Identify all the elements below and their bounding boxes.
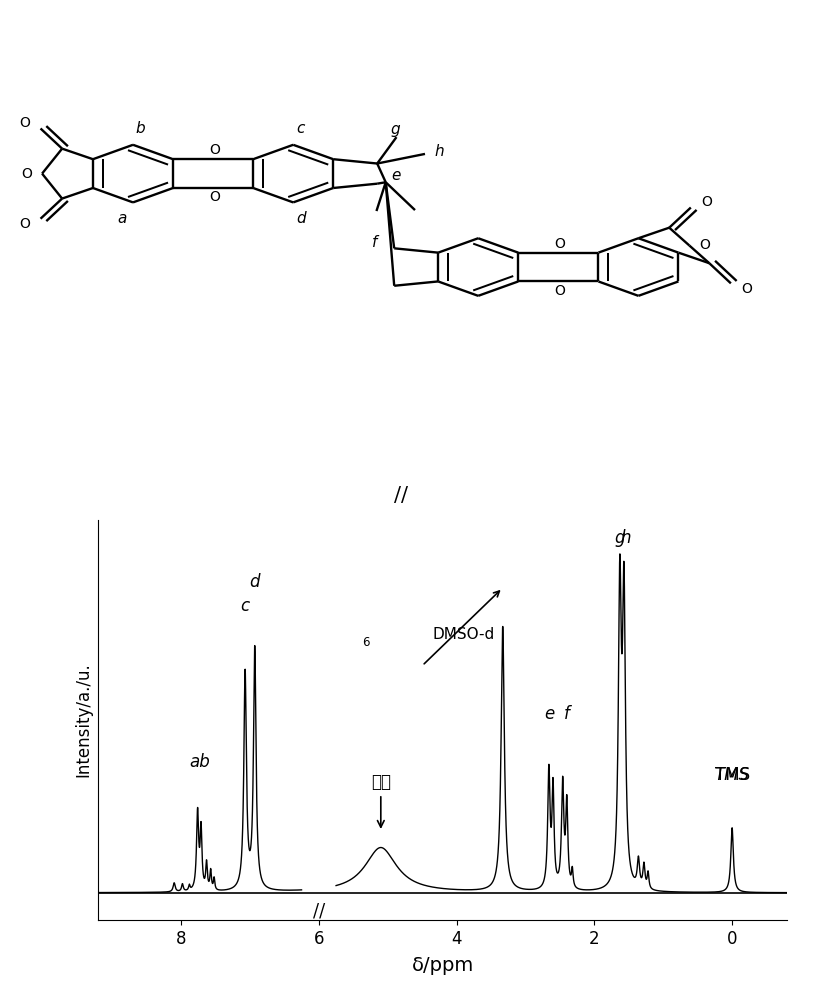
Text: 水峰: 水峰 <box>370 773 391 827</box>
Text: g: g <box>613 529 624 547</box>
Text: e: e <box>543 705 554 723</box>
Text: O: O <box>21 167 32 181</box>
Text: d: d <box>296 211 305 226</box>
Text: O: O <box>740 282 751 296</box>
Text: O: O <box>554 237 564 251</box>
Text: 6: 6 <box>362 636 369 649</box>
Text: O: O <box>554 284 564 298</box>
Text: ab: ab <box>189 753 210 771</box>
Text: TMS: TMS <box>713 766 749 784</box>
Text: h: h <box>433 144 443 159</box>
Text: h: h <box>620 529 631 547</box>
Text: g: g <box>390 122 399 137</box>
Text: //: // <box>394 486 408 505</box>
Text: c: c <box>296 121 305 136</box>
Text: O: O <box>20 116 30 130</box>
Text: f: f <box>372 235 378 250</box>
Text: O: O <box>209 143 219 157</box>
Text: d: d <box>249 573 260 591</box>
Text: O: O <box>700 195 711 209</box>
Text: O: O <box>699 238 709 252</box>
Text: //: // <box>312 903 324 921</box>
Text: c: c <box>240 597 249 615</box>
Text: f: f <box>563 705 569 723</box>
Y-axis label: Intensity/a./u.: Intensity/a./u. <box>75 663 93 777</box>
Text: TMS: TMS <box>713 766 749 784</box>
Text: b: b <box>136 121 145 136</box>
Text: a: a <box>117 211 127 226</box>
Text: DMSO-d: DMSO-d <box>432 627 494 642</box>
X-axis label: δ/ppm: δ/ppm <box>411 956 473 975</box>
Text: e: e <box>391 168 400 183</box>
Text: O: O <box>209 190 219 204</box>
Text: O: O <box>20 217 30 231</box>
